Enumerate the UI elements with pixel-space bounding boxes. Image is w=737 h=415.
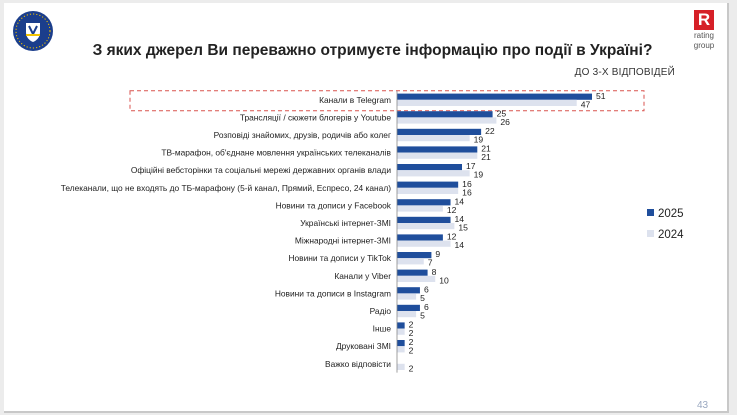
- legend-label-2024: 2024: [658, 229, 684, 241]
- bar-2025: [397, 287, 420, 294]
- bar-2025: [397, 128, 482, 135]
- bar-2024: [397, 205, 443, 212]
- data-label-2024: 12: [447, 205, 457, 215]
- bar-2025: [397, 111, 493, 118]
- category-label: Розповіді знайомих, друзів, родичів або …: [214, 130, 391, 140]
- bar-2024: [397, 311, 417, 318]
- data-label-2024: 19: [474, 170, 484, 180]
- category-label: Новини та дописи в Instagram: [275, 288, 391, 298]
- data-label-2024: 2: [409, 346, 414, 356]
- bar-2024: [397, 328, 405, 335]
- bar-2025: [397, 216, 451, 223]
- bar-2025: [397, 322, 405, 329]
- data-label-2025: 6: [424, 302, 429, 312]
- data-label-2025: 16: [462, 179, 472, 189]
- bar-2024: [397, 223, 455, 230]
- bar-2025: [397, 252, 432, 259]
- data-label-2024: 2: [409, 363, 414, 373]
- logo-text-line2: group: [693, 41, 715, 50]
- category-label: ТВ-марафон, об'єднане мовлення українськ…: [161, 148, 391, 158]
- category-label: Трансляції / сюжети блогерів у Youtube: [240, 112, 392, 122]
- data-label-2024: 16: [462, 187, 472, 197]
- bar-2025: [397, 164, 462, 171]
- data-label-2024: 15: [458, 223, 468, 233]
- legend-item-2025: 2025: [647, 208, 684, 220]
- category-label: Новини та дописи у TikTok: [288, 253, 391, 263]
- category-label: Новини та дописи у Facebook: [276, 200, 392, 210]
- data-label-2024: 26: [500, 117, 510, 127]
- data-label-2025: 51: [596, 91, 606, 101]
- legend-swatch-2025: [647, 209, 654, 216]
- slide: З яких джерел Ви переважно отримуєте інф…: [4, 3, 729, 413]
- bar-2025: [397, 181, 459, 188]
- data-label-2025: 8: [432, 267, 437, 277]
- data-label-2024: 47: [581, 99, 591, 109]
- bar-2025: [397, 269, 428, 276]
- category-label: Друковані ЗМІ: [336, 341, 391, 351]
- bar-2025: [397, 146, 478, 153]
- data-label-2025: 2: [409, 320, 414, 330]
- data-label-2025: 25: [497, 108, 507, 118]
- category-label: Інше: [373, 324, 392, 334]
- data-label-2024: 5: [420, 311, 425, 321]
- page-number: 43: [697, 400, 709, 411]
- category-label: Міжнародні інтернет-ЗМІ: [295, 236, 391, 246]
- category-label: Українські інтернет-ЗМІ: [300, 218, 391, 228]
- data-label-2025: 21: [481, 144, 491, 154]
- category-label: Важко відповісти: [325, 359, 391, 369]
- data-label-2024: 19: [474, 135, 484, 145]
- data-label-2025: 2: [409, 337, 414, 347]
- bar-2025: [397, 199, 451, 206]
- data-label-2025: 14: [455, 196, 465, 206]
- bar-2024: [397, 152, 478, 159]
- bar-2024: [397, 275, 436, 282]
- data-label-2025: 6: [424, 284, 429, 294]
- legend-swatch-2024: [647, 230, 654, 237]
- chart-subtitle: ДО 3-Х ВІДПОВІДЕЙ: [574, 67, 675, 78]
- bar-2024: [397, 99, 577, 106]
- data-label-2025: 17: [466, 161, 476, 171]
- bar-2025: [397, 340, 405, 347]
- category-label: Радіо: [370, 306, 392, 316]
- category-label: Канали у Viber: [334, 271, 391, 281]
- bar-2025: [397, 234, 443, 241]
- data-label-2024: 5: [420, 293, 425, 303]
- bar-2024: [397, 363, 405, 370]
- category-label: Телеканали, що не входять до ТБ-марафону…: [61, 183, 392, 193]
- bar-2025: [397, 304, 420, 311]
- category-label: Офіційні вебсторінки та соціальні мережі…: [131, 165, 391, 175]
- data-label-2024: 21: [481, 152, 491, 162]
- bar-2024: [397, 346, 405, 353]
- legend-item-2024: 2024: [647, 229, 684, 241]
- data-label-2024: 2: [409, 328, 414, 338]
- page-title: З яких джерел Ви переважно отримуєте інф…: [92, 42, 653, 59]
- bar-2024: [397, 293, 417, 300]
- data-label-2024: 14: [455, 240, 465, 250]
- data-label-2025: 14: [455, 214, 465, 224]
- bar-2024: [397, 240, 451, 247]
- bar-2024: [397, 258, 424, 265]
- organization-emblem-icon: [12, 10, 54, 52]
- highlight-box: [129, 90, 645, 112]
- category-label: Канали в Telegram: [319, 95, 391, 105]
- logo-letter: R: [694, 10, 714, 30]
- logo-text-line1: rating: [693, 31, 714, 40]
- data-label-2025: 9: [435, 249, 440, 259]
- bar-2024: [397, 187, 459, 194]
- data-label-2025: 12: [447, 232, 457, 242]
- data-label-2025: 22: [485, 126, 495, 136]
- bar-2025: [397, 93, 592, 100]
- data-label-2024: 10: [439, 275, 449, 285]
- bar-2024: [397, 117, 497, 124]
- bar-2024: [397, 135, 470, 142]
- bar-2024: [397, 170, 470, 177]
- rating-group-logo: R rating group: [686, 10, 722, 54]
- legend-label-2025: 2025: [658, 208, 684, 220]
- data-label-2024: 7: [428, 258, 433, 268]
